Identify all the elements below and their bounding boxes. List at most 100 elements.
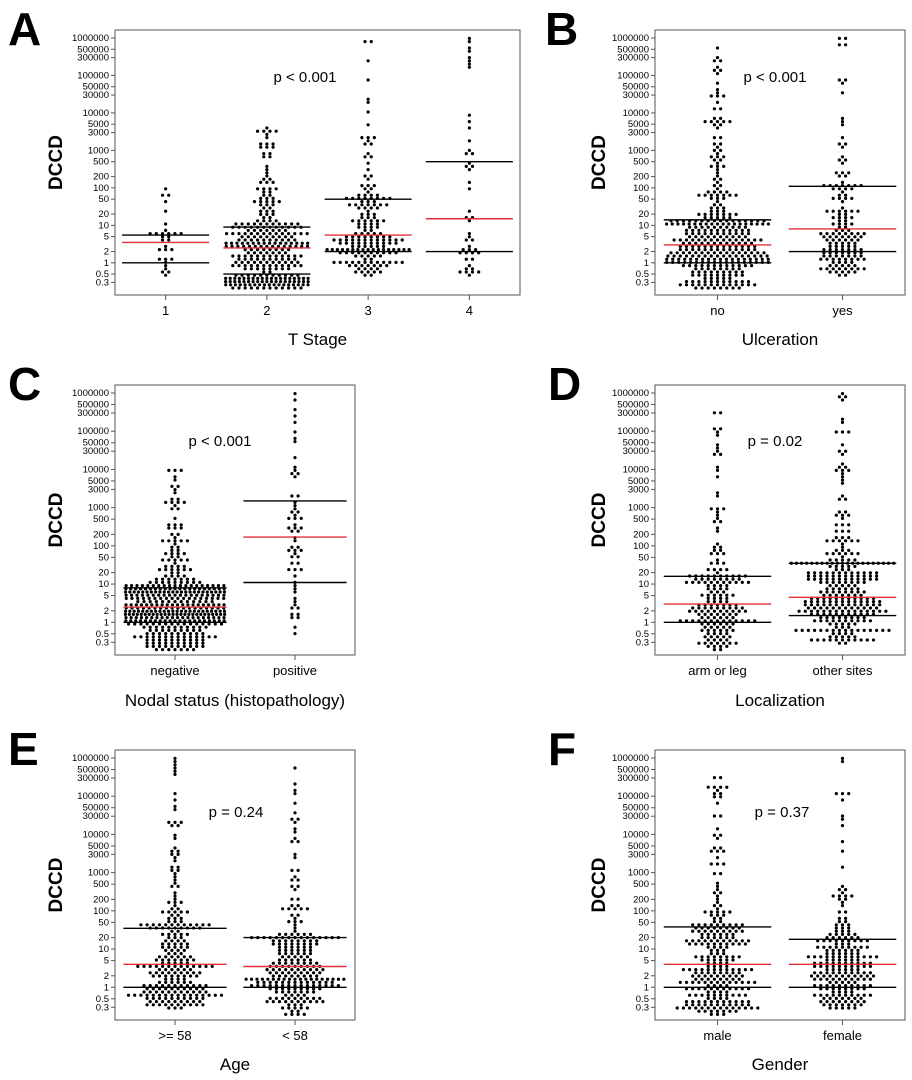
data-point xyxy=(844,193,848,197)
data-point xyxy=(822,593,826,597)
y-tick-label: 2 xyxy=(104,247,109,258)
data-point xyxy=(712,142,717,146)
data-point xyxy=(299,286,303,290)
data-point xyxy=(170,968,174,972)
data-point xyxy=(847,568,851,572)
data-point xyxy=(709,238,713,242)
data-point xyxy=(366,168,370,172)
data-point xyxy=(721,222,725,226)
data-point xyxy=(844,196,848,200)
y-axis-label: DCCD xyxy=(46,493,67,548)
data-point xyxy=(464,270,468,274)
data-point xyxy=(167,628,171,633)
data-point xyxy=(299,996,303,1001)
data-point xyxy=(840,452,845,456)
y-tick-label: 0.3 xyxy=(636,1002,649,1013)
data-point xyxy=(175,603,180,607)
data-point xyxy=(731,622,735,626)
data-point xyxy=(853,609,857,613)
data-point xyxy=(160,603,164,607)
data-point xyxy=(844,916,848,921)
data-point xyxy=(145,616,149,620)
data-point xyxy=(715,641,720,645)
data-point xyxy=(167,820,171,825)
data-point xyxy=(357,267,361,271)
data-point xyxy=(182,948,186,953)
data-point xyxy=(290,948,294,953)
data-point xyxy=(715,100,720,104)
data-point xyxy=(840,417,845,421)
data-point xyxy=(712,177,717,181)
data-point xyxy=(862,628,866,633)
data-point xyxy=(366,203,370,207)
data-point xyxy=(719,427,723,431)
data-point xyxy=(318,980,322,985)
data-point xyxy=(182,996,186,1001)
data-point xyxy=(167,270,171,274)
data-point xyxy=(847,235,851,239)
plot-frame xyxy=(114,749,356,1021)
data-point xyxy=(719,776,723,780)
data-point xyxy=(683,257,687,261)
data-point xyxy=(274,248,278,252)
y-tick-label: 5000 xyxy=(88,841,109,852)
data-point xyxy=(293,955,297,959)
data-point xyxy=(725,587,729,591)
data-point xyxy=(844,497,848,501)
data-point xyxy=(268,248,272,252)
data-point xyxy=(179,942,183,946)
data-point xyxy=(847,264,851,268)
data-point xyxy=(167,984,171,988)
data-point xyxy=(665,257,669,261)
data-point xyxy=(293,625,297,629)
data-point xyxy=(840,472,845,476)
data-point xyxy=(862,580,866,585)
data-point xyxy=(145,993,149,997)
data-point xyxy=(161,971,165,975)
data-point xyxy=(856,984,860,988)
data-point xyxy=(840,600,845,604)
data-point xyxy=(173,916,177,921)
data-point xyxy=(681,222,686,226)
data-point xyxy=(825,955,829,959)
data-point xyxy=(703,212,707,216)
data-point xyxy=(274,219,278,223)
data-point xyxy=(709,216,713,220)
data-point xyxy=(299,232,303,236)
data-point xyxy=(179,580,183,585)
data-point xyxy=(262,267,266,271)
data-point xyxy=(709,120,713,124)
data-point xyxy=(154,625,158,629)
panel-label: F xyxy=(548,723,576,775)
data-point xyxy=(271,212,275,216)
data-point xyxy=(148,1000,152,1004)
data-point xyxy=(173,872,177,876)
data-point xyxy=(184,609,188,613)
data-point xyxy=(754,257,758,261)
data-point xyxy=(753,254,757,258)
data-point xyxy=(847,625,851,629)
data-point xyxy=(703,276,707,280)
data-point xyxy=(154,964,158,969)
data-point xyxy=(167,235,171,239)
data-point xyxy=(840,603,845,607)
data-point xyxy=(274,971,278,975)
data-point xyxy=(725,936,729,940)
data-point xyxy=(703,270,707,274)
data-point xyxy=(688,993,692,997)
data-point xyxy=(280,286,284,290)
data-point xyxy=(831,952,835,956)
data-point xyxy=(715,212,720,216)
data-point xyxy=(240,235,244,239)
data-point xyxy=(461,248,465,252)
data-point xyxy=(375,206,380,210)
data-point xyxy=(290,1000,294,1004)
data-point xyxy=(850,232,854,236)
data-point xyxy=(844,641,848,645)
data-point xyxy=(464,238,468,242)
data-point xyxy=(173,990,177,994)
data-point xyxy=(719,993,723,997)
data-point xyxy=(847,996,851,1001)
data-point xyxy=(875,955,879,959)
data-point xyxy=(360,184,364,188)
